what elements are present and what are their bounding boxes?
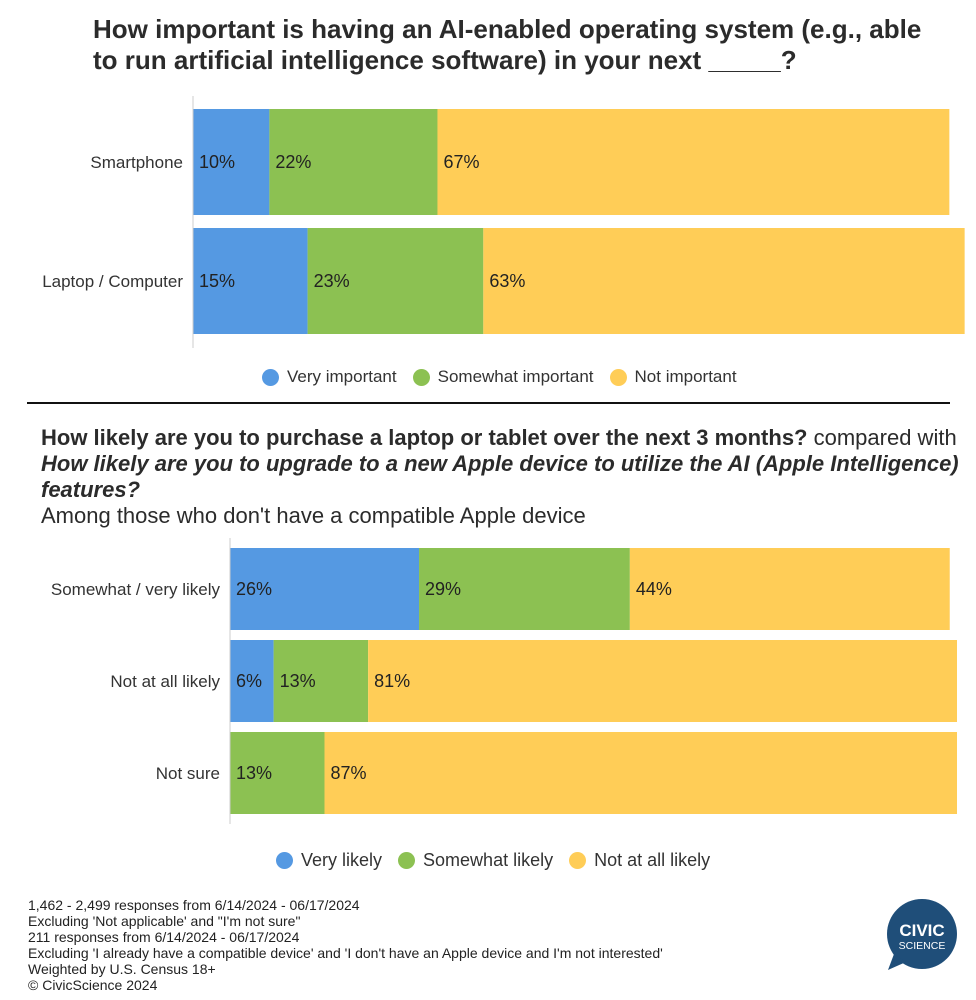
category-label-not-at-all-likely: Not at all likely (110, 672, 220, 691)
stacked-bar-chart-2: Somewhat / very likely 26% 29% 44% Not at al… (0, 538, 976, 824)
legend-item-very-important: Very important (262, 367, 397, 387)
category-label-laptop-computer: Laptop / Computer (42, 272, 183, 291)
bar-smartphone-somewhat-important (269, 109, 438, 215)
data-label-not-at-all-likely-somewhat-likely: 13% (280, 671, 316, 691)
category-label-smartphone: Smartphone (90, 153, 183, 172)
data-label-smartphone-somewhat-important: 22% (275, 152, 311, 172)
footnote-line: Excluding 'Not applicable' and "I'm not … (28, 913, 301, 929)
legend-label: Somewhat likely (423, 850, 554, 870)
section-divider (27, 402, 950, 404)
bar-smartphone-very-important (193, 109, 270, 215)
legend-item-not-important: Not important (609, 367, 737, 387)
legend-item-somewhat-important: Somewhat important (412, 367, 594, 387)
legend-label: Not at all likely (594, 850, 711, 870)
bar-not-at-all-likely-not-at-all-likely (368, 640, 957, 722)
bar-somewhat-very-likely-somewhat-likely (419, 548, 630, 630)
chart-1-svg: Smartphone 10% 22% 67% Laptop / Computer 15% 2… (42, 96, 965, 348)
data-label-laptop-computer-somewhat-important: 23% (314, 271, 350, 291)
chart-title-2-subtitle: Among those who don't have a compatible … (41, 503, 586, 528)
bar-laptop-computer-somewhat-important (307, 228, 484, 334)
footnote-line: © CivicScience 2024 (28, 977, 158, 993)
legend-label: Not important (634, 367, 737, 386)
data-label-smartphone-not-important: 67% (443, 152, 479, 172)
chart-title-2-question-1: How likely are you to purchase a laptop … (41, 425, 808, 450)
legend-swatch (569, 852, 587, 869)
legend-label: Very important (287, 367, 397, 386)
chart-1-legend: Very important Somewhat important Not impo… (262, 367, 753, 387)
chart-2-legend: Very likely Somewhat likely Not at all lik… (276, 850, 726, 871)
legend-swatch (398, 852, 416, 869)
legend-label: Somewhat important (437, 367, 594, 386)
data-label-smartphone-very-important: 10% (199, 152, 235, 172)
footnote-line: 1,462 - 2,499 responses from 6/14/2024 -… (28, 897, 360, 913)
chart-title-2-question-2: How likely are you to upgrade to a new A… (41, 451, 959, 502)
footnotes: 1,462 - 2,499 responses from 6/14/2024 -… (28, 897, 663, 993)
data-label-laptop-computer-not-important: 63% (489, 271, 525, 291)
bar-not-sure-not-at-all-likely (324, 732, 957, 814)
chart-title-1: How important is having an AI-enabled op… (93, 14, 922, 75)
logo-text-civic: CIVIC (899, 921, 944, 940)
bar-not-at-all-likely-very-likely (230, 640, 274, 722)
legend-swatch (276, 852, 293, 869)
chart-title-2: How likely are you to purchase a laptop … (41, 425, 961, 529)
data-label-not-at-all-likely-not-at-all-likely: 81% (374, 671, 410, 691)
data-label-not-sure-not-at-all-likely: 87% (331, 763, 367, 783)
footnote-line: Excluding 'I already have a compatible d… (28, 945, 663, 961)
bar-somewhat-very-likely-not-at-all-likely (629, 548, 950, 630)
stacked-bar-chart-1: Smartphone 10% 22% 67% Laptop / Computer 15% 2… (0, 96, 976, 352)
data-label-not-sure-somewhat-likely: 13% (236, 763, 272, 783)
bar-laptop-computer-not-important (483, 228, 965, 334)
bar-laptop-computer-very-important (193, 228, 308, 334)
legend-item-somewhat-likely: Somewhat likely (398, 850, 553, 871)
data-label-laptop-computer-very-important: 15% (199, 271, 235, 291)
category-label-not-sure: Not sure (156, 764, 220, 783)
legend-swatch (412, 368, 430, 386)
data-label-somewhat-very-likely-not-at-all-likely: 44% (636, 579, 672, 599)
footnote-line: Weighted by U.S. Census 18+ (28, 961, 216, 977)
logo-text-science: SCIENCE (899, 940, 946, 952)
chart-2-svg: Somewhat / very likely 26% 29% 44% Not at al… (51, 538, 957, 824)
bar-not-at-all-likely-somewhat-likely (273, 640, 369, 722)
legend-label: Very likely (301, 850, 383, 870)
data-label-somewhat-very-likely-somewhat-likely: 29% (425, 579, 461, 599)
legend-item-not-at-all-likely: Not at all likely (569, 850, 710, 871)
footnote-line: 211 responses from 6/14/2024 - 06/17/202… (28, 929, 300, 945)
legend-item-very-likely: Very likely (276, 850, 382, 871)
data-label-somewhat-very-likely-very-likely: 26% (236, 579, 272, 599)
data-label-not-at-all-likely-very-likely: 6% (236, 671, 262, 691)
bar-somewhat-very-likely-very-likely (230, 548, 420, 630)
bar-smartphone-not-important (437, 109, 950, 215)
logo-speech-tail (888, 954, 906, 970)
chart-title-2-connector: compared with (807, 425, 957, 450)
legend-swatch (609, 368, 627, 386)
bar-not-sure-somewhat-likely (230, 732, 325, 814)
logo-badge (887, 899, 957, 969)
legend-swatch (262, 368, 279, 386)
civicscience-logo: CIVIC SCIENCE (887, 899, 957, 970)
category-label-somewhat-very-likely: Somewhat / very likely (51, 580, 221, 599)
